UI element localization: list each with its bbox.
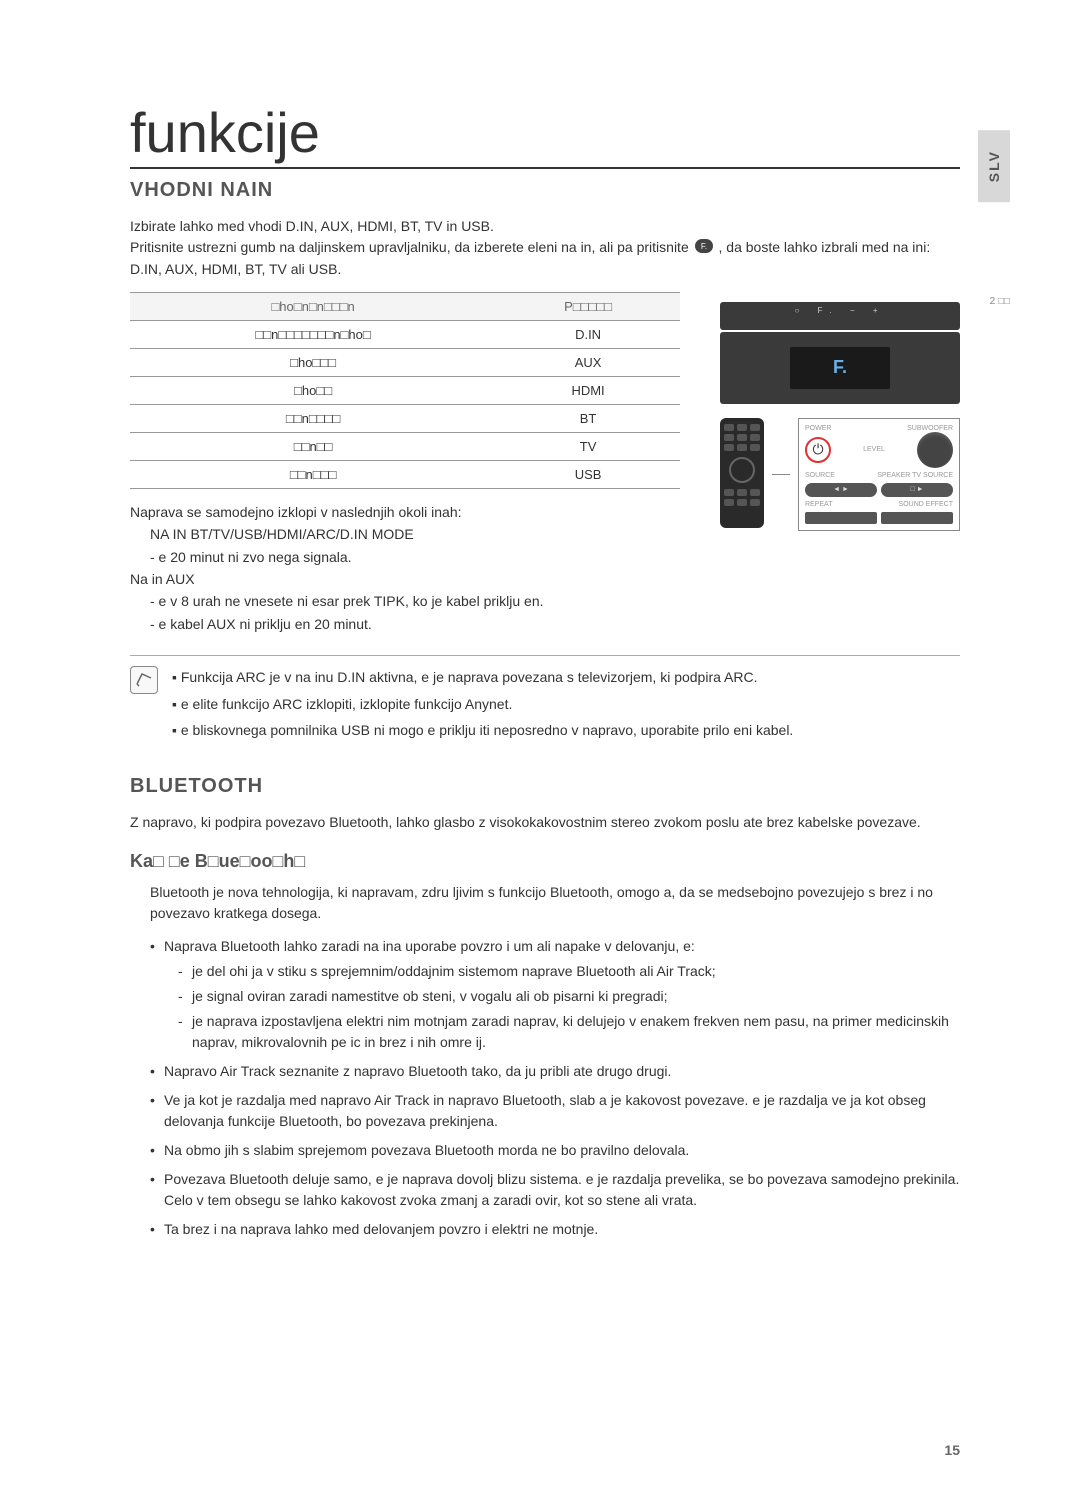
auto-off-mode1: NA IN BT/TV/USB/HDMI/ARC/D.IN MODE bbox=[150, 523, 680, 545]
label-repeat: REPEAT bbox=[805, 501, 833, 508]
auto-off-mode1-item: - e 20 minut ni zvo nega signala. bbox=[150, 546, 680, 568]
page-number: 15 bbox=[944, 1442, 960, 1458]
callout-leader bbox=[772, 474, 790, 475]
intro-paragraph: Izbirate lahko med vhodi D.IN, AUX, HDMI… bbox=[130, 216, 960, 280]
svg-text:F.: F. bbox=[701, 242, 707, 251]
remote-row: POWER SUBWOOFER ⏻ LEVEL SOURCE SPEAKER T… bbox=[720, 418, 960, 531]
label-source: SOURCE bbox=[805, 472, 835, 479]
soundbar-display: F. bbox=[790, 347, 890, 389]
sub-bullet: je del ohi ja v stiku s sprejemnim/oddaj… bbox=[178, 961, 960, 982]
bluetooth-sub-heading: Ka□ □e B□ue□oo□h□ bbox=[130, 851, 960, 872]
table-row: □□n□□□USB bbox=[130, 460, 680, 488]
table-row: □ho□□HDMI bbox=[130, 376, 680, 404]
table-header-mode: □ho□n□n□□□n bbox=[130, 292, 496, 320]
intro-line-2a: Pritisnite ustrezni gumb na daljinskem u… bbox=[130, 239, 689, 255]
table-row: □□n□□TV bbox=[130, 432, 680, 460]
remote-callout: POWER SUBWOOFER ⏻ LEVEL SOURCE SPEAKER T… bbox=[798, 418, 960, 531]
bluetooth-sub-intro: Bluetooth je nova tehnologija, ki naprav… bbox=[130, 882, 960, 924]
note-icon bbox=[130, 666, 158, 694]
function-button-icon: F. bbox=[695, 238, 713, 259]
note-list: ▪ Funkcija ARC je v na inu D.IN aktivna,… bbox=[172, 666, 793, 745]
table-header-display: P□□□□□ bbox=[496, 292, 680, 320]
remote-btn bbox=[724, 424, 734, 431]
bullet-item: Povezava Bluetooth deluje samo, e je nap… bbox=[150, 1169, 960, 1211]
auto-off-mode2: Na in AUX bbox=[130, 568, 680, 590]
soundeffect-btn bbox=[881, 512, 953, 524]
table-row: □□n□□□□BT bbox=[130, 404, 680, 432]
repeat-btn bbox=[805, 512, 877, 524]
callout-panel: POWER SUBWOOFER ⏻ LEVEL SOURCE SPEAKER T… bbox=[798, 418, 960, 531]
source-pill: ◄ ► bbox=[805, 483, 877, 497]
bullet-item: Napravo Air Track seznanite z napravo Bl… bbox=[150, 1061, 960, 1082]
right-column: ○ F. − + F. bbox=[720, 292, 960, 635]
soundbar-top-controls: ○ F. − + bbox=[794, 306, 885, 315]
device-illustration: ○ F. − + F. bbox=[720, 302, 960, 531]
auto-off-mode2-item2: - e kabel AUX ni priklju en 20 minut. bbox=[150, 613, 680, 635]
note-box: ▪ Funkcija ARC je v na inu D.IN aktivna,… bbox=[130, 655, 960, 745]
bullet-item: Ve ja kot je razdalja med napravo Air Tr… bbox=[150, 1090, 960, 1132]
intro-line-1: Izbirate lahko med vhodi D.IN, AUX, HDMI… bbox=[130, 218, 494, 234]
bluetooth-bullets: Naprava Bluetooth lahko zaradi na ina up… bbox=[130, 936, 960, 1240]
remote-control-illustration bbox=[720, 418, 764, 528]
power-icon: ⏻ bbox=[812, 441, 823, 458]
soundbar-front-view: F. bbox=[720, 332, 960, 404]
page-content: funkcije VHODNI NAIN Izbirate lahko med … bbox=[0, 0, 1080, 1298]
auto-off-block: Naprava se samodejno izklopi v naslednji… bbox=[130, 501, 680, 635]
note-item: ▪ e bliskovnega pomnilnika USB ni mogo e… bbox=[172, 719, 793, 741]
speaker-pill: □ ► bbox=[881, 483, 953, 497]
page-title: funkcije bbox=[130, 100, 960, 169]
soundbar-top-view: ○ F. − + bbox=[720, 302, 960, 330]
sub-bullet: je signal oviran zaradi namestitve ob st… bbox=[178, 986, 960, 1007]
label-subwoofer: SUBWOOFER bbox=[907, 425, 953, 432]
bullet-item: Na obmo jih s slabim sprejemom povezava … bbox=[150, 1140, 960, 1161]
table-row: □□n□□□□□□□n□ho□D.IN bbox=[130, 320, 680, 348]
auto-off-mode2-item1: - e v 8 urah ne vnesete ni esar prek TIP… bbox=[150, 590, 680, 612]
auto-off-intro: Naprava se samodejno izklopi v naslednji… bbox=[130, 501, 680, 523]
content-row: □ho□n□n□□□n P□□□□□ □□n□□□□□□□n□ho□D.IN □… bbox=[130, 292, 960, 635]
sub-bullet: je naprava izpostavljena elektri nim mot… bbox=[178, 1011, 960, 1053]
note-item: ▪ e elite funkcijo ARC izklopiti, izklop… bbox=[172, 693, 793, 715]
sub-bullets: je del ohi ja v stiku s sprejemnim/oddaj… bbox=[178, 961, 960, 1053]
label-power: POWER bbox=[805, 425, 831, 432]
label-speaker: SPEAKER TV SOURCE bbox=[877, 472, 953, 479]
power-button-highlight: ⏻ bbox=[805, 437, 831, 463]
bluetooth-section: BLUETOOTH Z napravo, ki podpira povezavo… bbox=[130, 775, 960, 1240]
section-input-mode-heading: VHODNI NAIN bbox=[130, 179, 960, 202]
bullet-item: Naprava Bluetooth lahko zaradi na ina up… bbox=[150, 936, 960, 1053]
label-level: LEVEL bbox=[863, 446, 885, 453]
subwoofer-dial bbox=[917, 432, 953, 468]
bullet-item: Ta brez i na naprava lahko med delovanje… bbox=[150, 1219, 960, 1240]
label-soundeffect: SOUND EFFECT bbox=[899, 501, 953, 508]
bluetooth-intro: Z napravo, ki podpira povezavo Bluetooth… bbox=[130, 812, 960, 833]
note-item: ▪ Funkcija ARC je v na inu D.IN aktivna,… bbox=[172, 666, 793, 688]
section-bluetooth-heading: BLUETOOTH bbox=[130, 775, 960, 798]
left-column: □ho□n□n□□□n P□□□□□ □□n□□□□□□□n□ho□D.IN □… bbox=[130, 292, 680, 635]
input-mode-table: □ho□n□n□□□n P□□□□□ □□n□□□□□□□n□ho□D.IN □… bbox=[130, 292, 680, 489]
table-row: □ho□□□AUX bbox=[130, 348, 680, 376]
remote-dpad bbox=[729, 457, 755, 483]
